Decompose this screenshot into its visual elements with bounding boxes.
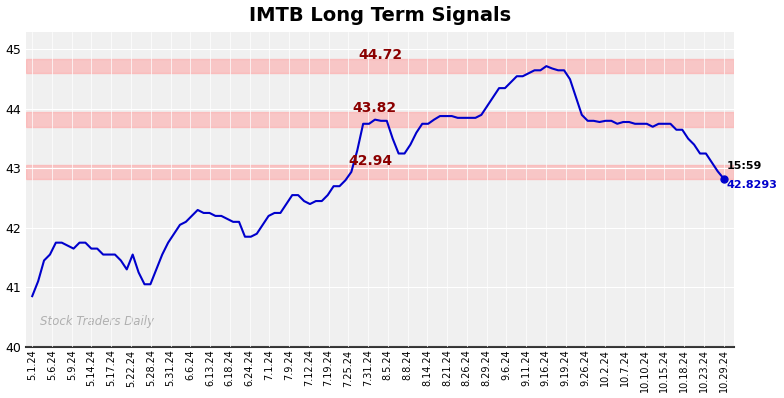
Title: IMTB Long Term Signals: IMTB Long Term Signals xyxy=(249,6,511,25)
Text: 42.8293: 42.8293 xyxy=(727,180,778,190)
Text: 43.82: 43.82 xyxy=(352,101,397,115)
Bar xyxy=(27,113,734,127)
Text: 42.94: 42.94 xyxy=(348,154,393,168)
Text: 44.72: 44.72 xyxy=(358,48,402,62)
Text: Stock Traders Daily: Stock Traders Daily xyxy=(41,315,154,328)
Bar xyxy=(27,165,734,179)
Bar xyxy=(27,59,734,73)
Text: 15:59: 15:59 xyxy=(727,161,762,172)
